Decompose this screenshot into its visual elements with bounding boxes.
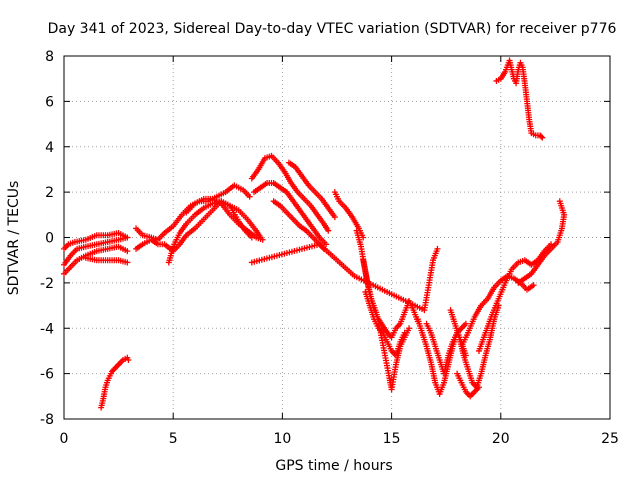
series-noon-2 xyxy=(251,180,330,248)
data-point xyxy=(530,282,537,289)
data-point xyxy=(124,248,131,255)
data-point xyxy=(556,198,563,205)
x-tick-label: 20 xyxy=(492,431,510,447)
series-drop-1 xyxy=(353,227,421,341)
plot-frame xyxy=(63,55,611,420)
series-outliers xyxy=(248,241,441,314)
series-early-low xyxy=(98,354,132,411)
data-point xyxy=(434,245,441,252)
data-point xyxy=(538,133,545,140)
chart-title: Day 341 of 2023, Sidereal Day-to-day VTE… xyxy=(48,21,617,37)
x-tick-label: 25 xyxy=(601,431,619,447)
data-point xyxy=(406,325,413,332)
data-point xyxy=(325,227,332,234)
series-band-main-d xyxy=(82,254,131,266)
y-tick-label: -6 xyxy=(40,367,54,383)
series-band-main-b xyxy=(61,243,131,277)
series-dip-2 xyxy=(423,320,469,377)
data-point xyxy=(475,384,482,391)
data-points xyxy=(61,57,568,411)
series-late-high xyxy=(493,57,546,141)
series-dip-3 xyxy=(447,302,502,391)
series-noon-3 xyxy=(270,198,327,252)
y-tick-label: 2 xyxy=(45,185,54,201)
series-drop-3 xyxy=(362,288,408,359)
data-point xyxy=(539,134,546,141)
y-tick-label: 0 xyxy=(45,231,54,247)
series-band-main-a xyxy=(61,234,131,268)
data-point xyxy=(323,241,330,248)
series-band-main-c xyxy=(61,229,131,252)
data-point xyxy=(124,234,131,241)
data-point xyxy=(124,259,131,266)
x-tick-label: 15 xyxy=(383,431,401,447)
series-noon-5 xyxy=(331,189,367,241)
series-noon-4 xyxy=(285,159,338,221)
y-axis-label: SDTVAR / TECUs xyxy=(6,181,22,296)
y-tick-label: -8 xyxy=(40,412,54,428)
data-point xyxy=(331,214,338,221)
series-recovery-3 xyxy=(515,198,568,286)
y-tick-label: 8 xyxy=(45,49,54,65)
y-tick-label: 6 xyxy=(45,94,54,110)
series-noon-1 xyxy=(248,152,332,234)
y-tick-label: -4 xyxy=(40,321,54,337)
data-point xyxy=(462,320,469,327)
y-tick-label: 4 xyxy=(45,140,54,156)
data-point xyxy=(259,236,266,243)
x-axis-label: GPS time / hours xyxy=(275,458,392,474)
data-point xyxy=(246,193,253,200)
series-dip-4 xyxy=(454,370,482,400)
x-tick-label: 5 xyxy=(169,431,178,447)
axis-ticks: 0 5 10 15 20 25 -8 -6 -4 -2 0 2 4 6 8 xyxy=(40,49,619,447)
grid xyxy=(64,56,610,419)
data-point xyxy=(125,357,132,364)
x-tick-label: 10 xyxy=(273,431,291,447)
data-point xyxy=(401,329,408,336)
y-tick-label: -2 xyxy=(40,276,54,292)
series-morning-4 xyxy=(183,195,266,243)
x-tick-label: 0 xyxy=(60,431,69,447)
series-drop-2 xyxy=(360,257,413,393)
